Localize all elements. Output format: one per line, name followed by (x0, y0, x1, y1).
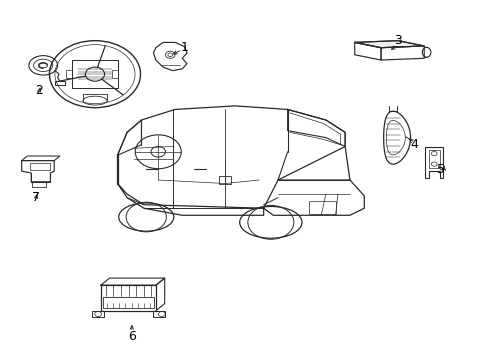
Text: 3: 3 (393, 34, 401, 47)
Text: 6: 6 (128, 330, 136, 343)
Polygon shape (354, 41, 424, 48)
Text: 1: 1 (180, 41, 188, 54)
Text: 2: 2 (36, 84, 43, 96)
Text: 4: 4 (410, 138, 418, 151)
Text: 7: 7 (32, 191, 40, 204)
Text: 5: 5 (436, 163, 444, 176)
